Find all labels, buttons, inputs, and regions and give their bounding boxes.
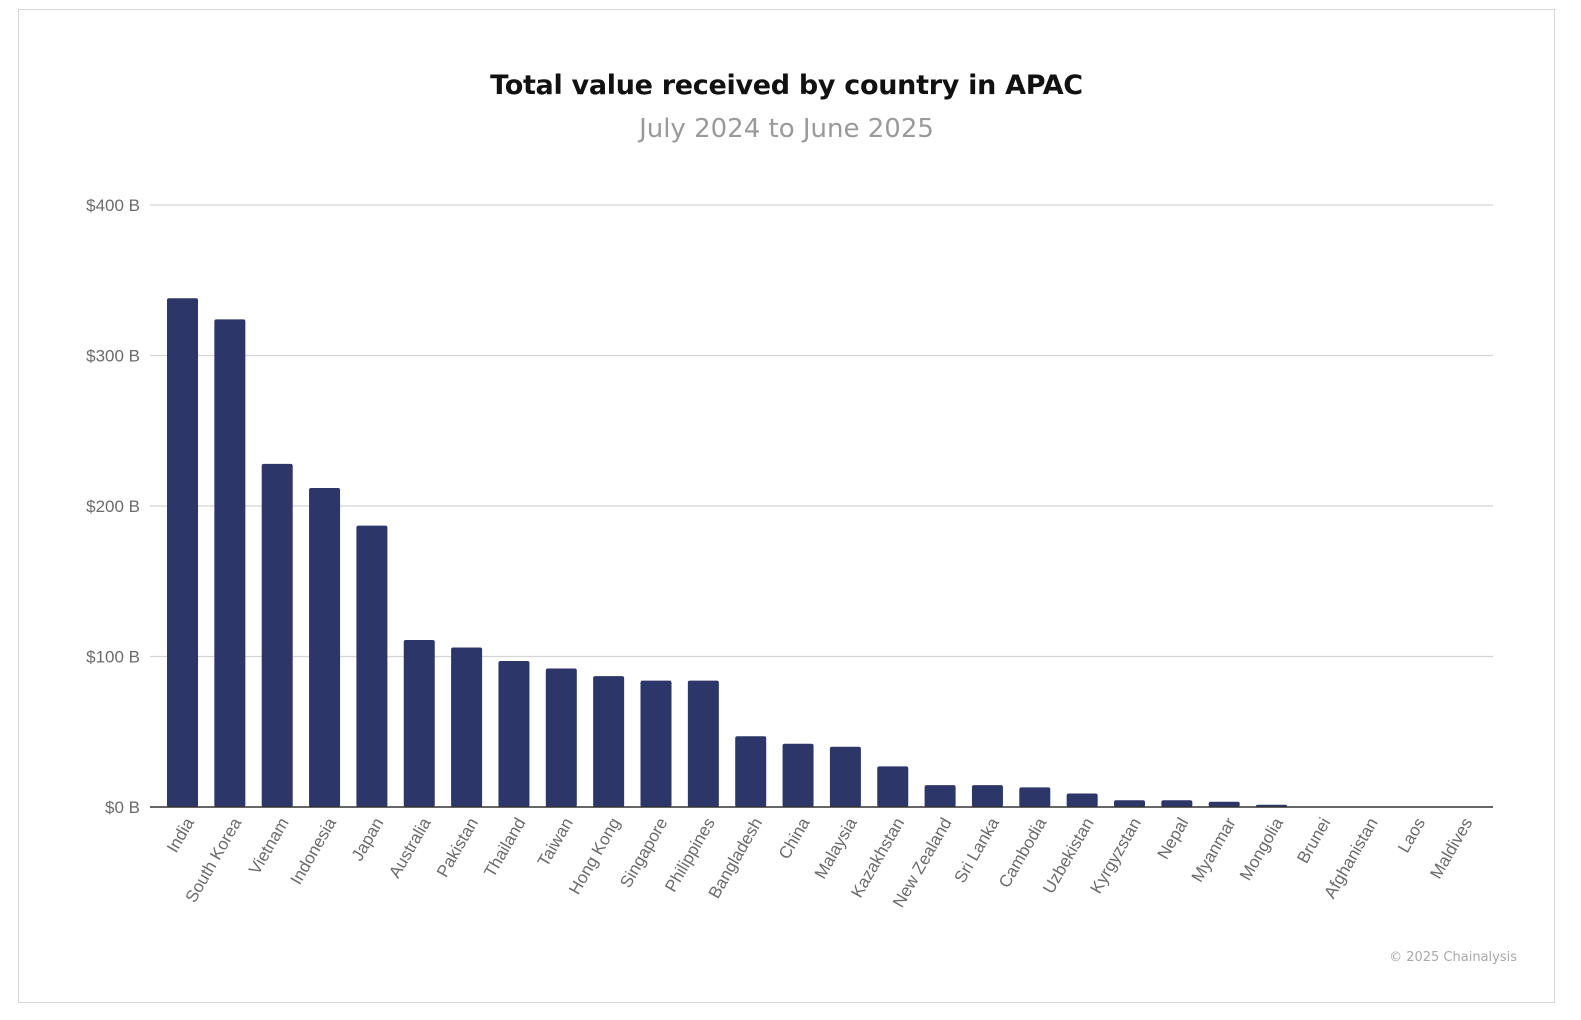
y-tick-label: $400 B bbox=[86, 196, 140, 215]
bar bbox=[1114, 800, 1145, 807]
bar bbox=[593, 676, 625, 807]
y-tick-label: $100 B bbox=[86, 648, 140, 667]
x-tick-label: Laos bbox=[1394, 815, 1429, 856]
bar bbox=[924, 785, 956, 807]
x-tick-label: Malaysia bbox=[811, 814, 861, 882]
bar bbox=[214, 319, 246, 807]
bar bbox=[640, 680, 672, 807]
x-tick-label: Australia bbox=[385, 814, 435, 881]
bar bbox=[877, 766, 909, 807]
y-tick-label: $200 B bbox=[86, 497, 140, 516]
x-tick-label: Thailand bbox=[480, 815, 529, 881]
bar bbox=[971, 785, 1003, 807]
bar bbox=[1066, 793, 1098, 807]
bar bbox=[1208, 801, 1240, 807]
x-tick-label: Nepal bbox=[1154, 815, 1193, 863]
x-tick-label: Indonesia bbox=[287, 814, 341, 888]
x-tick-label: Taiwan bbox=[534, 815, 577, 870]
x-tick-label: Japan bbox=[348, 815, 388, 865]
bar bbox=[545, 668, 577, 807]
x-tick-label: Pakistan bbox=[433, 815, 482, 881]
bar bbox=[687, 680, 719, 807]
bar bbox=[1161, 800, 1193, 807]
x-tick-label: Vietnam bbox=[245, 815, 292, 878]
bar bbox=[1019, 787, 1051, 807]
bar bbox=[261, 463, 293, 807]
y-tick-label: $0 B bbox=[105, 798, 140, 817]
x-tick-label: Cambodia bbox=[995, 814, 1050, 891]
x-tick-label: China bbox=[775, 814, 814, 862]
x-tick-label: Sri Lanka bbox=[951, 814, 1004, 886]
bar bbox=[782, 743, 814, 807]
bar bbox=[356, 525, 388, 807]
bar bbox=[167, 298, 198, 807]
bar bbox=[403, 639, 435, 807]
bar bbox=[829, 746, 861, 807]
x-tick-label: Maldives bbox=[1426, 815, 1476, 883]
chart-subtitle: July 2024 to June 2025 bbox=[639, 114, 934, 144]
x-tick-label: Myanmar bbox=[1188, 814, 1240, 885]
bar bbox=[498, 661, 530, 807]
bar bbox=[309, 487, 341, 807]
x-tick-label: Brunei bbox=[1293, 815, 1334, 867]
chart-title: Total value received by country in APAC bbox=[490, 70, 1083, 101]
copyright-credit: © 2025 Chainalysis bbox=[1389, 950, 1517, 965]
bar bbox=[451, 647, 483, 807]
y-tick-label: $300 B bbox=[86, 347, 140, 366]
x-tick-label: India bbox=[163, 814, 198, 856]
x-tick-label: Singapore bbox=[616, 815, 671, 892]
x-tick-label: Mongolia bbox=[1236, 814, 1287, 884]
bar bbox=[735, 736, 767, 807]
